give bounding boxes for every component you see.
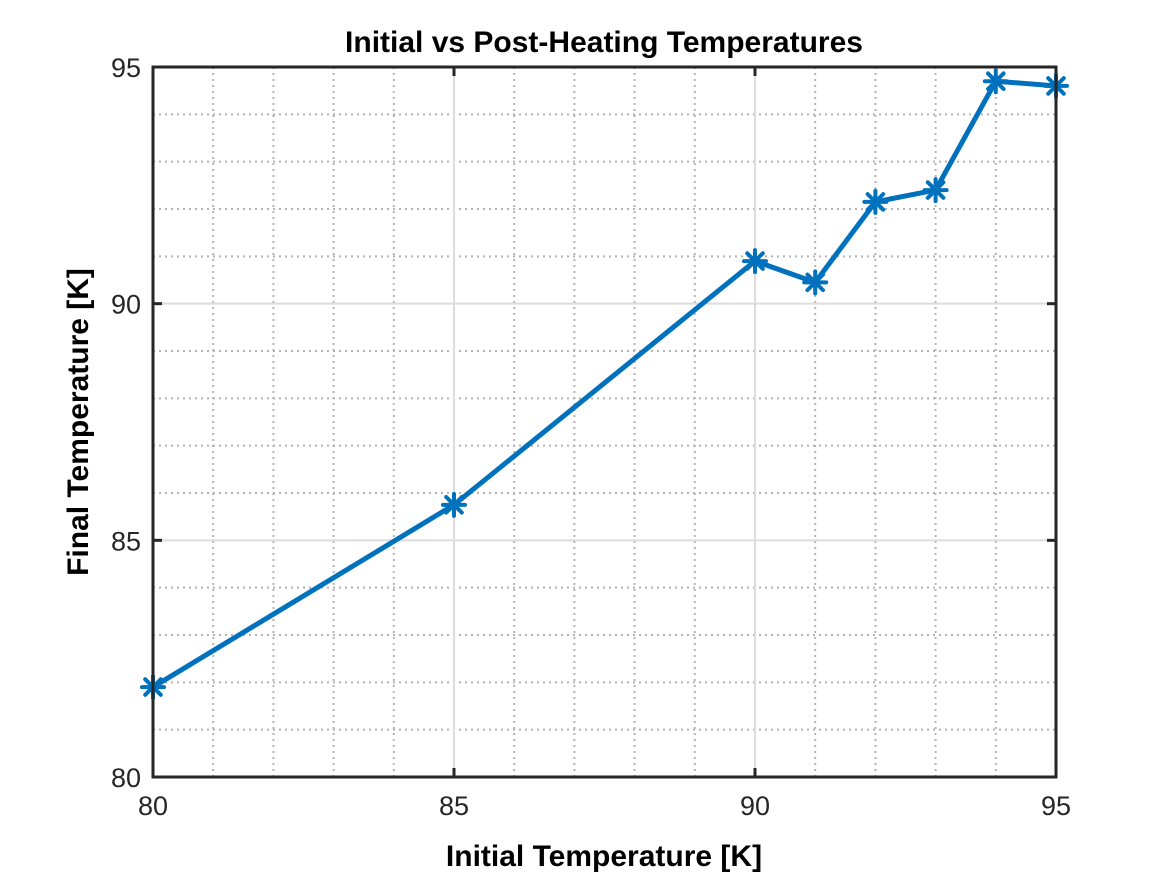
y-axis-label: Final Temperature [K] bbox=[62, 268, 95, 576]
tick-labels: 80 85 90 95 80 85 90 95 bbox=[111, 53, 1071, 821]
y-tick-label: 95 bbox=[111, 53, 141, 83]
data-point-marker bbox=[922, 177, 949, 204]
plot-frame bbox=[151, 65, 1058, 779]
x-tick-label: 80 bbox=[138, 791, 168, 821]
plot-area bbox=[153, 67, 1056, 777]
data-point-marker bbox=[862, 188, 889, 215]
x-tick-label: 90 bbox=[740, 791, 770, 821]
x-tick-label: 95 bbox=[1041, 791, 1071, 821]
data-series bbox=[140, 68, 1069, 701]
y-tick-label: 80 bbox=[111, 763, 141, 793]
data-point-marker bbox=[441, 491, 467, 518]
x-axis-label: Initial Temperature [K] bbox=[446, 840, 762, 873]
x-tick-label: 85 bbox=[439, 791, 469, 821]
series-line bbox=[150, 78, 1059, 690]
data-point-marker bbox=[802, 269, 829, 296]
data-point-marker bbox=[982, 68, 1009, 95]
data-point-marker bbox=[742, 248, 768, 275]
y-tick-label: 85 bbox=[111, 526, 141, 556]
y-tick-label: 90 bbox=[111, 290, 141, 320]
chart-title: Initial vs Post-Heating Temperatures bbox=[345, 26, 863, 59]
